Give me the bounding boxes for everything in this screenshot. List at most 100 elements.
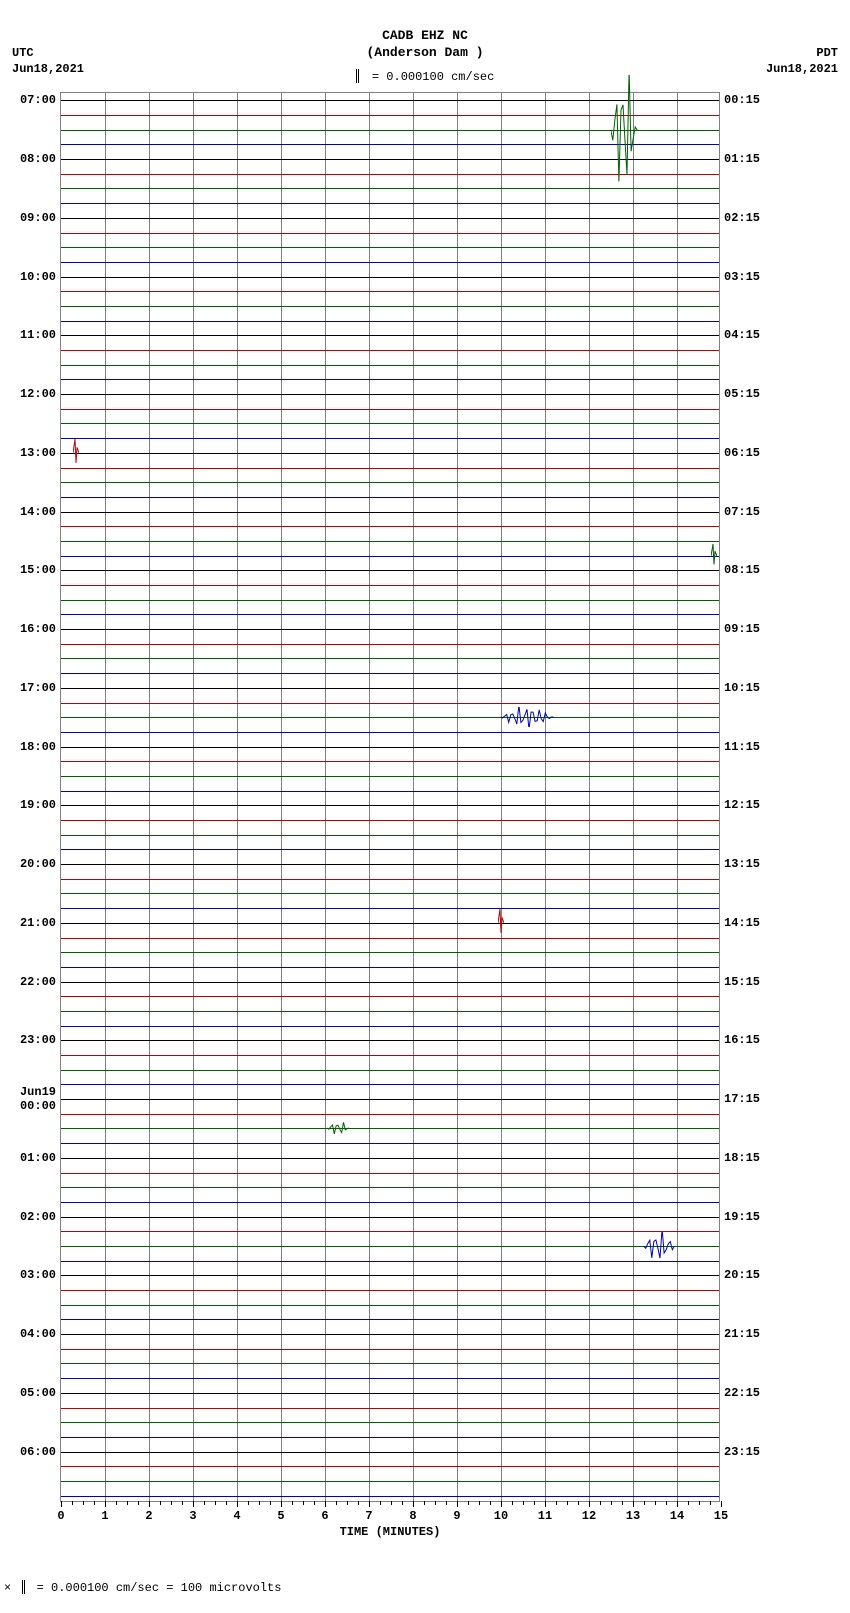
- x-tick-label: 0: [57, 1509, 64, 1523]
- trace-line: [61, 1261, 719, 1262]
- x-tick-label: 13: [626, 1509, 640, 1523]
- x-tick-minor: [347, 1501, 348, 1505]
- y-label-left: 21:00: [6, 916, 56, 930]
- y-label-left: 23:00: [6, 1033, 56, 1047]
- trace-line: [61, 849, 719, 850]
- x-tick-label: 15: [714, 1509, 728, 1523]
- x-tick-minor: [523, 1501, 524, 1505]
- trace-line: [61, 1055, 719, 1056]
- x-tick-minor: [160, 1501, 161, 1505]
- trace-line: [61, 1143, 719, 1144]
- trace-line: [61, 717, 719, 718]
- trace-line: [61, 747, 719, 748]
- x-tick: [325, 1501, 326, 1507]
- trace-line: [61, 864, 719, 865]
- trace-line: [61, 174, 719, 175]
- trace-line: [61, 541, 719, 542]
- y-label-right: 01:15: [724, 152, 774, 166]
- trace-line: [61, 600, 719, 601]
- trace-line: [61, 1437, 719, 1438]
- x-tick-minor: [512, 1501, 513, 1505]
- x-tick-minor: [380, 1501, 381, 1505]
- trace-line: [61, 585, 719, 586]
- x-tick-minor: [622, 1501, 623, 1505]
- trace-line: [61, 1011, 719, 1012]
- x-tick-minor: [468, 1501, 469, 1505]
- y-label-right: 03:15: [724, 270, 774, 284]
- x-tick-minor: [710, 1501, 711, 1505]
- y-label-right: 09:15: [724, 622, 774, 636]
- helicorder-plot: TIME (MINUTES) 012345678910111213141507:…: [60, 92, 720, 1502]
- x-tick-minor: [248, 1501, 249, 1505]
- y-label-right: 07:15: [724, 505, 774, 519]
- scale-bar-icon: [356, 69, 359, 83]
- x-tick-minor: [138, 1501, 139, 1505]
- tz-left-block: UTC Jun18,2021: [12, 46, 84, 77]
- x-tick-minor: [314, 1501, 315, 1505]
- x-tick-minor: [688, 1501, 689, 1505]
- y-label-right: 21:15: [724, 1327, 774, 1341]
- trace-line: [61, 512, 719, 513]
- trace-line: [61, 291, 719, 292]
- x-tick-label: 10: [494, 1509, 508, 1523]
- y-label-right: 23:15: [724, 1445, 774, 1459]
- x-tick-minor: [666, 1501, 667, 1505]
- trace-line: [61, 365, 719, 366]
- trace-line: [61, 1040, 719, 1041]
- x-tick-minor: [644, 1501, 645, 1505]
- x-tick-label: 7: [365, 1509, 372, 1523]
- scale-text: = 0.000100 cm/sec: [372, 70, 494, 84]
- trace-line: [61, 1231, 719, 1232]
- x-tick: [413, 1501, 414, 1507]
- x-tick-minor: [391, 1501, 392, 1505]
- y-label-right: 08:15: [724, 563, 774, 577]
- trace-line: [61, 1099, 719, 1100]
- trace-line: [61, 130, 719, 131]
- y-label-right: 10:15: [724, 681, 774, 695]
- y-label-left: 16:00: [6, 622, 56, 636]
- y-label-left: 02:00: [6, 1210, 56, 1224]
- trace-line: [61, 1217, 719, 1218]
- trace-line: [61, 277, 719, 278]
- y-label-right: 19:15: [724, 1210, 774, 1224]
- x-axis-title: TIME (MINUTES): [61, 1525, 719, 1539]
- trace-line: [61, 482, 719, 483]
- footer-bar-icon: [22, 1580, 25, 1594]
- x-tick-label: 14: [670, 1509, 684, 1523]
- trace-line: [61, 556, 719, 557]
- y-label-left: 20:00: [6, 857, 56, 871]
- trace-line: [61, 188, 719, 189]
- trace-line: [61, 1408, 719, 1409]
- x-tick: [237, 1501, 238, 1507]
- x-tick: [105, 1501, 106, 1507]
- trace-line: [61, 247, 719, 248]
- y-label-left: Jun19 00:00: [6, 1085, 56, 1113]
- trace-line: [61, 526, 719, 527]
- trace-line: [61, 379, 719, 380]
- trace-line: [61, 1114, 719, 1115]
- trace-line: [61, 1452, 719, 1453]
- x-tick-minor: [127, 1501, 128, 1505]
- y-label-left: 08:00: [6, 152, 56, 166]
- trace-line: [61, 893, 719, 894]
- x-tick-minor: [336, 1501, 337, 1505]
- y-label-left: 07:00: [6, 93, 56, 107]
- x-tick-minor: [358, 1501, 359, 1505]
- trace-line: [61, 1084, 719, 1085]
- x-tick-label: 12: [582, 1509, 596, 1523]
- x-tick: [721, 1501, 722, 1507]
- trace-line: [61, 952, 719, 953]
- y-label-left: 04:00: [6, 1327, 56, 1341]
- station-code: CADB EHZ NC: [0, 28, 850, 45]
- y-label-right: 11:15: [724, 740, 774, 754]
- trace-line: [61, 923, 719, 924]
- trace-line: [61, 791, 719, 792]
- trace-line: [61, 203, 719, 204]
- y-label-left: 18:00: [6, 740, 56, 754]
- trace-line: [61, 218, 719, 219]
- trace-line: [61, 1466, 719, 1467]
- x-tick-label: 11: [538, 1509, 552, 1523]
- trace-line: [61, 614, 719, 615]
- y-label-left: 13:00: [6, 446, 56, 460]
- x-tick: [149, 1501, 150, 1507]
